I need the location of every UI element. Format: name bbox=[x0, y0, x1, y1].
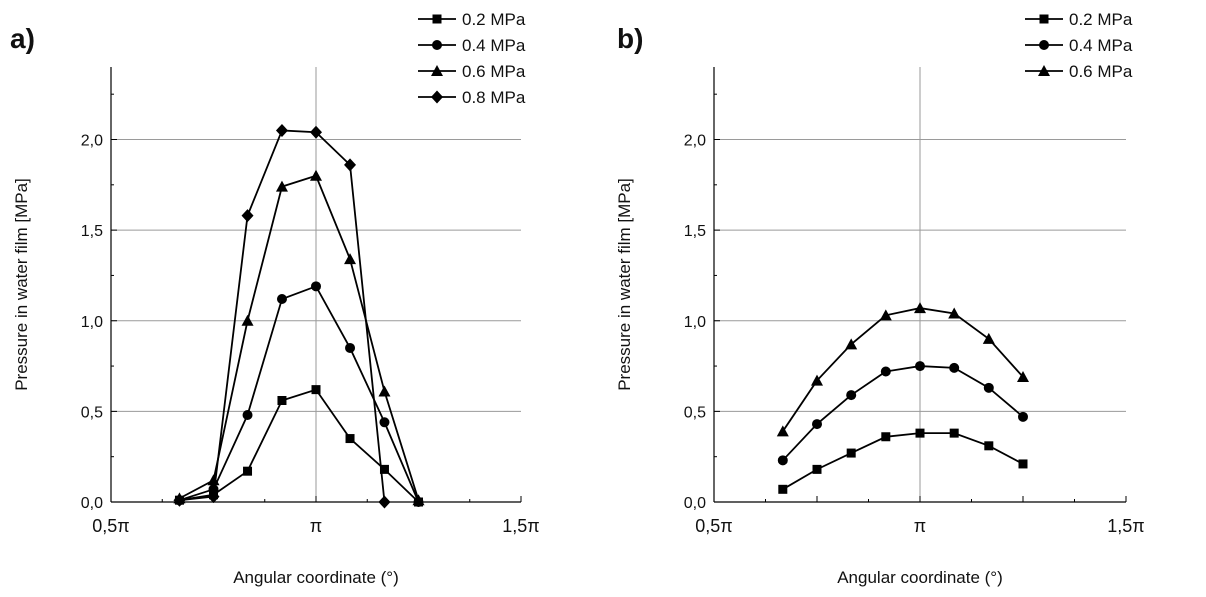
data-point bbox=[344, 253, 357, 265]
series-0-8-MPa: 0.8 MPa bbox=[173, 88, 526, 509]
data-point bbox=[241, 314, 254, 326]
data-point bbox=[846, 448, 856, 458]
data-point bbox=[983, 382, 994, 393]
x-tick-label: 0,5π bbox=[92, 516, 129, 536]
legend-marker bbox=[1039, 14, 1049, 24]
data-point bbox=[1018, 459, 1028, 469]
data-point bbox=[345, 342, 356, 353]
data-point bbox=[345, 434, 355, 444]
legend-label: 0.4 MPa bbox=[1069, 36, 1133, 55]
data-point bbox=[173, 493, 186, 507]
data-point bbox=[776, 425, 789, 437]
chart-panel-a: 0,0 0,5 1,0 1,5 2,0 0,5π π 1,5π Angular coordina… bbox=[12, 10, 540, 587]
series-line bbox=[179, 388, 420, 503]
x-axis-title: Angular coordinate (°) bbox=[233, 568, 399, 587]
legend-marker bbox=[1039, 40, 1049, 50]
data-point bbox=[276, 294, 287, 304]
data-point bbox=[310, 169, 322, 181]
data-point bbox=[949, 362, 960, 373]
x-tick-label: π bbox=[914, 516, 926, 536]
data-point bbox=[277, 396, 287, 405]
data-point bbox=[982, 332, 995, 344]
data-point bbox=[812, 464, 822, 474]
y-tick-label: 1,0 bbox=[684, 314, 706, 331]
data-point bbox=[207, 490, 220, 504]
x-tick-label: 1,5π bbox=[502, 516, 539, 536]
data-point bbox=[243, 466, 253, 476]
legend-marker bbox=[431, 90, 443, 104]
x-tick-label: 1,5π bbox=[1107, 516, 1144, 536]
data-point bbox=[845, 338, 858, 350]
data-point bbox=[984, 441, 994, 451]
y-tick-label: 0,0 bbox=[81, 495, 103, 512]
data-point bbox=[812, 419, 822, 430]
series-0-4-MPa: 0.4 MPa bbox=[777, 36, 1133, 466]
chart-panel-b: 0,0 0,5 1,0 1,5 2,0 0,5π π 1,5π Angular coordina… bbox=[615, 10, 1145, 587]
data-point bbox=[880, 366, 891, 377]
data-point bbox=[914, 302, 926, 314]
y-tick-label: 0,5 bbox=[81, 404, 103, 421]
y-tick-label: 1,5 bbox=[684, 223, 706, 240]
data-point bbox=[881, 432, 891, 442]
series-line bbox=[782, 432, 1024, 491]
panel-label-a: a) bbox=[10, 23, 35, 54]
data-point bbox=[777, 455, 788, 466]
legend-label: 0.2 MPa bbox=[462, 10, 526, 29]
y-tick-label: 2,0 bbox=[684, 133, 706, 150]
legend-marker bbox=[431, 65, 443, 76]
y-tick-label: 0,0 bbox=[684, 495, 706, 512]
legend-marker bbox=[432, 40, 442, 50]
legend-marker bbox=[432, 14, 442, 24]
data-point bbox=[915, 428, 925, 438]
data-point bbox=[207, 474, 220, 486]
data-point bbox=[311, 281, 321, 292]
legend-label: 0.8 MPa bbox=[462, 88, 526, 107]
data-point bbox=[379, 464, 389, 474]
data-point bbox=[879, 309, 892, 321]
data-point bbox=[241, 209, 254, 223]
data-point bbox=[378, 385, 391, 397]
series-line bbox=[179, 285, 420, 503]
y-axis-title: Pressure in water film [MPa] bbox=[615, 178, 634, 391]
data-point bbox=[378, 495, 391, 509]
legend-marker bbox=[1038, 65, 1050, 76]
y-axis-title: Pressure in water film [MPa] bbox=[12, 178, 31, 391]
data-point bbox=[948, 307, 961, 319]
panel-label-b: b) bbox=[617, 23, 643, 54]
legend-label: 0.4 MPa bbox=[462, 36, 526, 55]
data-point bbox=[275, 180, 288, 192]
data-point bbox=[310, 125, 322, 139]
data-point bbox=[275, 123, 288, 137]
data-point bbox=[1018, 411, 1028, 422]
data-point bbox=[915, 361, 925, 372]
data-point bbox=[811, 374, 823, 386]
legend-label: 0.6 MPa bbox=[1069, 62, 1133, 81]
data-point bbox=[778, 484, 788, 494]
data-point bbox=[949, 428, 959, 438]
legend-label: 0.6 MPa bbox=[462, 62, 526, 81]
legend-label: 0.2 MPa bbox=[1069, 10, 1133, 29]
data-point bbox=[1017, 370, 1029, 382]
y-tick-label: 2,0 bbox=[81, 133, 103, 150]
series-line bbox=[179, 174, 420, 501]
data-point bbox=[379, 417, 390, 428]
series-line bbox=[782, 307, 1024, 432]
data-point bbox=[242, 410, 253, 420]
series-line bbox=[782, 365, 1024, 461]
x-tick-label: 0,5π bbox=[695, 516, 732, 536]
data-point bbox=[846, 390, 857, 401]
series-0-6-MPa: 0.6 MPa bbox=[776, 62, 1133, 437]
series-0-2-MPa: 0.2 MPa bbox=[778, 10, 1133, 494]
y-tick-label: 0,5 bbox=[684, 404, 706, 421]
data-point bbox=[412, 494, 425, 506]
data-point bbox=[344, 158, 357, 172]
data-point bbox=[311, 385, 321, 395]
x-tick-label: π bbox=[310, 516, 322, 536]
y-tick-label: 1,0 bbox=[81, 314, 103, 331]
y-tick-label: 1,5 bbox=[81, 223, 103, 240]
x-axis-title: Angular coordinate (°) bbox=[837, 568, 1003, 587]
